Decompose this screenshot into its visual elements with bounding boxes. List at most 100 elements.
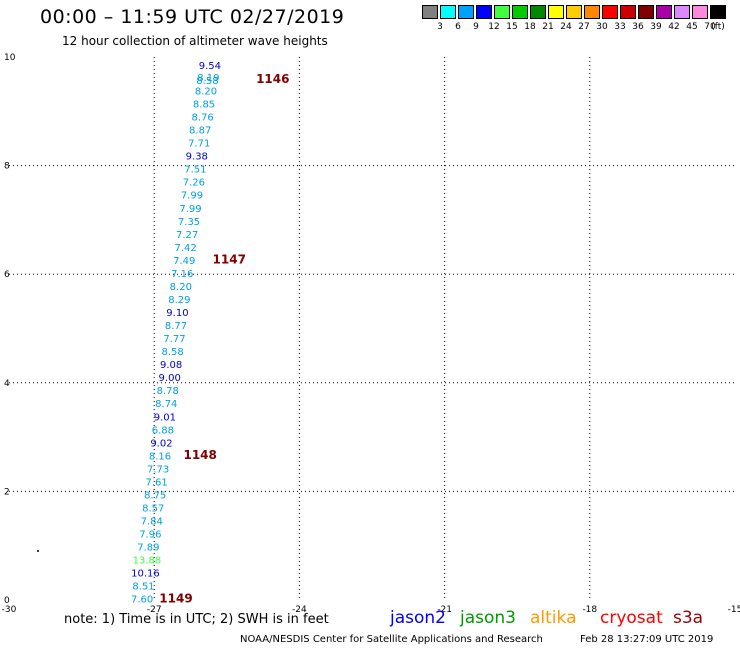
legend-swatch <box>440 5 456 19</box>
wave-height-label: 7.16 <box>171 269 193 280</box>
wave-height-label: 7.71 <box>188 139 210 150</box>
legend-swatch <box>692 5 708 19</box>
legend-swatch <box>602 5 618 19</box>
legend-swatch <box>584 5 600 19</box>
satellite-name-s3a: s3a <box>673 608 704 628</box>
wave-height-label: 9.38 <box>186 152 208 163</box>
wave-height-label: 8.87 <box>189 126 211 137</box>
legend-label: 45 <box>686 22 698 32</box>
legend-label: 21 <box>542 22 554 32</box>
wave-height-label: 7.84 <box>141 517 163 528</box>
footer-note: note: 1) Time is in UTC; 2) SWH is in fe… <box>64 612 329 627</box>
wave-height-label: 6.88 <box>152 425 174 436</box>
wave-height-label: 8.85 <box>193 99 215 110</box>
x-tick-label: -18 <box>582 605 597 615</box>
legend-swatch <box>494 5 510 19</box>
wave-height-label: 9.10 <box>166 308 188 319</box>
y-tick-label: 2 <box>4 487 10 497</box>
legend-label: 6 <box>455 22 461 32</box>
wave-height-label: 8.20 <box>195 86 217 97</box>
x-tick-label: -27 <box>147 605 162 615</box>
wave-height-label: 9.00 <box>159 373 181 384</box>
credit-text: NOAA/NESDIS Center for Satellite Applica… <box>240 634 543 645</box>
pass-number-label: 1149 <box>159 592 192 606</box>
wave-height-label: 8.58 <box>161 347 183 358</box>
wave-height-label: 8.75 <box>144 490 166 501</box>
wave-height-label: 7.96 <box>139 530 161 541</box>
y-tick-label: 6 <box>4 270 10 280</box>
wave-height-label: 7.42 <box>175 243 197 254</box>
satellite-name-jason2: jason2 <box>390 608 446 628</box>
legend-label: 12 <box>488 22 500 32</box>
wave-height-label: 8.76 <box>191 113 213 124</box>
wave-height-label: 10.16 <box>131 569 160 580</box>
legend-swatch <box>656 5 672 19</box>
pass-number-label: 1146 <box>256 72 289 86</box>
wave-height-label: 8.77 <box>165 321 187 332</box>
wave-height-label: 8.20 <box>170 282 192 293</box>
legend-swatch <box>620 5 636 19</box>
wave-height-label: 7.77 <box>163 334 185 345</box>
generated-timestamp: Feb 28 13:27:09 UTC 2019 <box>580 634 714 645</box>
wave-height-label: 8.51 <box>132 582 154 593</box>
wave-height-label: 9.02 <box>150 438 172 449</box>
legend-swatch <box>566 5 582 19</box>
legend-label: 30 <box>596 22 608 32</box>
legend-swatch <box>710 5 726 19</box>
pass-number-label: 1147 <box>213 252 246 266</box>
legend-label: 9 <box>473 22 479 32</box>
legend-label: 70 <box>704 22 716 32</box>
wave-height-label: 7.49 <box>173 256 195 267</box>
y-tick-label: 4 <box>4 379 10 389</box>
page-title: 00:00 – 11:59 UTC 02/27/2019 <box>40 6 345 28</box>
wave-height-label: 8.19 <box>197 73 219 84</box>
wave-height-label: 7.60 <box>131 595 153 606</box>
wave-height-label: 8.16 <box>149 451 171 462</box>
y-tick-label: 8 <box>4 162 10 172</box>
wave-height-label: 7.73 <box>147 464 169 475</box>
wave-height-label: 7.51 <box>184 165 206 176</box>
satellite-name-altika: altika <box>530 608 577 628</box>
legend-swatch <box>458 5 474 19</box>
legend-label: 39 <box>650 22 662 32</box>
legend-swatch <box>638 5 654 19</box>
pass-number-label: 1148 <box>183 448 216 462</box>
legend-swatch <box>422 5 438 19</box>
wave-height-label: 7.99 <box>181 191 203 202</box>
wave-height-label: 9.08 <box>160 360 182 371</box>
legend-swatch <box>512 5 528 19</box>
legend-swatch <box>476 5 492 19</box>
legend-label: 42 <box>668 22 680 32</box>
wave-height-label: 7.61 <box>145 477 167 488</box>
wave-height-label: 8.29 <box>168 295 190 306</box>
page-subtitle: 12 hour collection of altimeter wave hei… <box>62 34 328 48</box>
wave-height-label: 9.01 <box>154 412 176 423</box>
wave-height-label: 7.89 <box>137 543 159 554</box>
wave-height-label: 13.88 <box>133 556 162 567</box>
x-tick-label: -30 <box>2 605 17 615</box>
satellite-name-cryosat: cryosat <box>600 608 663 628</box>
legend-swatch <box>530 5 546 19</box>
x-tick-label: -21 <box>437 605 452 615</box>
land-speck <box>37 550 39 552</box>
legend-swatch <box>674 5 690 19</box>
wave-height-label: 7.35 <box>178 217 200 228</box>
x-tick-label: -15 <box>728 605 740 615</box>
satellite-name-jason3: jason3 <box>460 608 516 628</box>
legend-label: 36 <box>632 22 644 32</box>
wave-height-label: 8.74 <box>155 399 177 410</box>
legend-label: 27 <box>578 22 590 32</box>
legend-label: 3 <box>437 22 443 32</box>
wave-height-label: 9.54 <box>199 61 221 72</box>
wave-height-label: 7.26 <box>183 178 205 189</box>
wave-height-label: 8.78 <box>157 386 179 397</box>
wave-height-label: 8.57 <box>142 503 164 514</box>
legend-label: 33 <box>614 22 626 32</box>
wave-height-label: 7.99 <box>179 204 201 215</box>
legend-unit: (ft) <box>711 22 725 32</box>
legend-label: 15 <box>506 22 518 32</box>
x-tick-label: -24 <box>292 605 307 615</box>
legend-label: 18 <box>524 22 536 32</box>
legend-swatch <box>548 5 564 19</box>
